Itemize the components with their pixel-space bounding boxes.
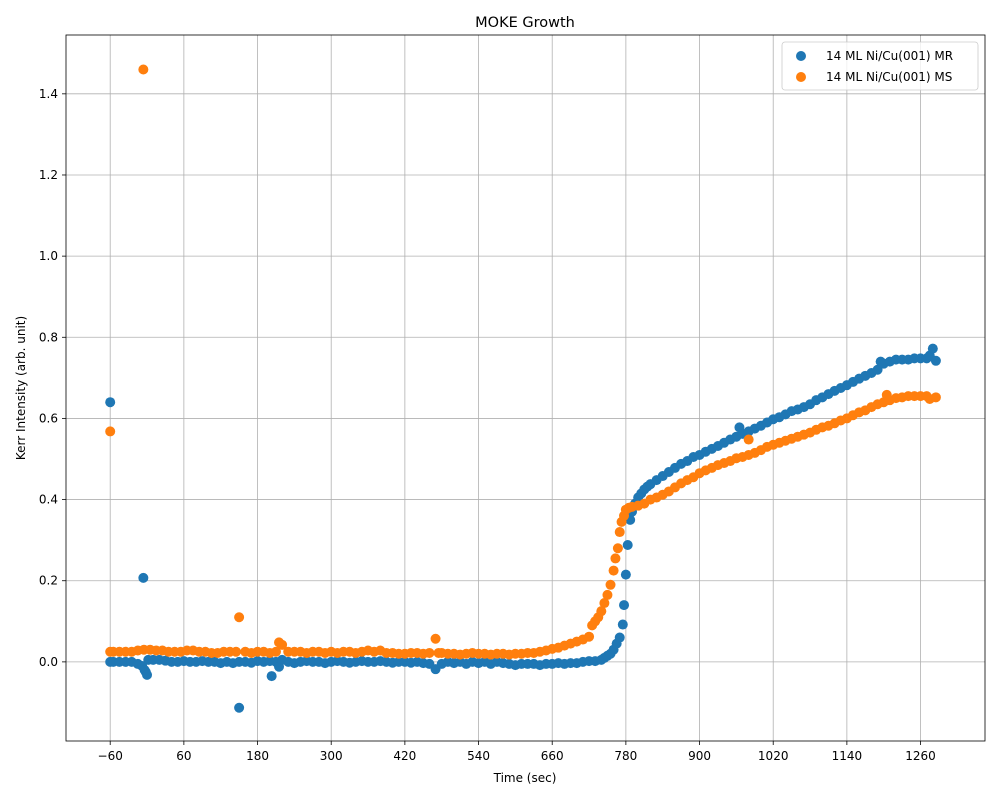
y-tick-label: 0.4	[39, 493, 58, 507]
data-point	[270, 646, 281, 657]
data-point	[605, 579, 616, 590]
data-point	[930, 355, 941, 366]
data-point	[599, 598, 610, 609]
x-tick-label: 900	[688, 749, 711, 763]
data-point	[617, 619, 628, 630]
x-tick-label: 660	[541, 749, 564, 763]
data-point	[743, 434, 754, 445]
chart-title: MOKE Growth	[475, 15, 575, 31]
data-point	[142, 669, 153, 680]
x-tick-label: 420	[393, 749, 416, 763]
y-tick-label: 0.0	[39, 655, 58, 669]
plot-frame	[65, 34, 986, 742]
series-1	[105, 64, 941, 660]
data-point	[620, 569, 631, 580]
data-point	[614, 632, 625, 643]
x-axis-title: Time (sec)	[493, 771, 557, 785]
data-point	[105, 426, 116, 437]
data-point	[622, 540, 633, 551]
plot-points	[105, 64, 941, 713]
axis-ticks: −60 60 180 300 420 540 660 780 900 1020 1140 1260 0.…	[39, 87, 936, 763]
data-point	[608, 565, 619, 576]
legend-box	[781, 41, 979, 91]
legend-label-mr: 14 ML Ni/Cu(001) MR	[826, 49, 953, 63]
data-point	[234, 612, 245, 623]
x-tick-label: 540	[467, 749, 490, 763]
legend-marker-mr	[796, 51, 806, 61]
y-tick-label: 0.8	[39, 330, 58, 344]
y-tick-label: 1.0	[39, 249, 58, 263]
x-tick-label: 60	[176, 749, 191, 763]
data-point	[105, 397, 116, 408]
y-tick-label: 1.4	[39, 87, 58, 101]
data-point	[138, 572, 149, 583]
data-point	[424, 647, 435, 658]
y-tick-label: 0.2	[39, 574, 58, 588]
data-point	[872, 364, 883, 375]
y-axis-title: Kerr Intensity (arb. unit)	[14, 316, 28, 460]
data-point	[266, 671, 277, 682]
data-point	[231, 646, 242, 657]
x-tick-label: 180	[246, 749, 269, 763]
data-point	[138, 64, 149, 75]
x-tick-label: 1140	[832, 749, 863, 763]
data-point	[602, 589, 613, 600]
x-tick-label: 780	[614, 749, 637, 763]
x-tick-label: 300	[320, 749, 343, 763]
data-point	[430, 633, 441, 644]
x-tick-label: 1260	[905, 749, 936, 763]
data-point	[610, 553, 621, 564]
y-tick-label: 0.6	[39, 411, 58, 425]
legend-label-ms: 14 ML Ni/Cu(001) MS	[826, 70, 952, 84]
data-point	[596, 606, 607, 617]
data-point	[234, 702, 245, 713]
data-point	[277, 639, 288, 650]
x-tick-label: 1020	[758, 749, 789, 763]
x-tick-label: −60	[98, 749, 123, 763]
series-0	[105, 343, 941, 713]
data-point	[584, 631, 595, 642]
data-point	[619, 600, 630, 611]
data-point	[930, 392, 941, 403]
y-tick-label: 1.2	[39, 168, 58, 182]
data-point	[612, 543, 623, 554]
legend: 14 ML Ni/Cu(001) MR 14 ML Ni/Cu(001) MS	[781, 41, 979, 91]
data-point	[927, 343, 938, 354]
data-point	[614, 527, 625, 538]
legend-marker-ms	[796, 72, 806, 82]
